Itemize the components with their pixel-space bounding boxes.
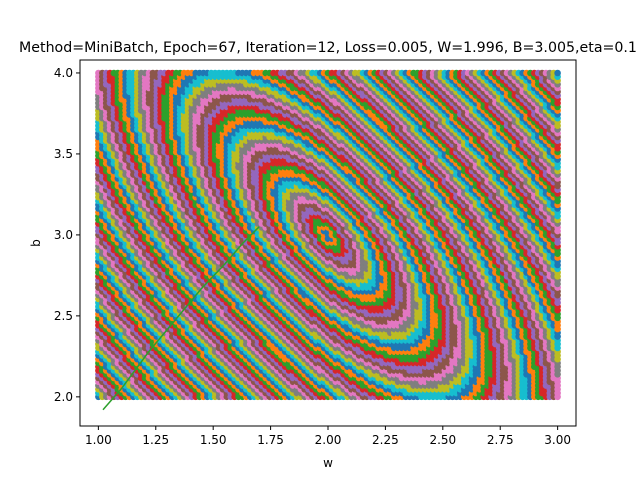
loss-surface-points bbox=[95, 69, 561, 401]
